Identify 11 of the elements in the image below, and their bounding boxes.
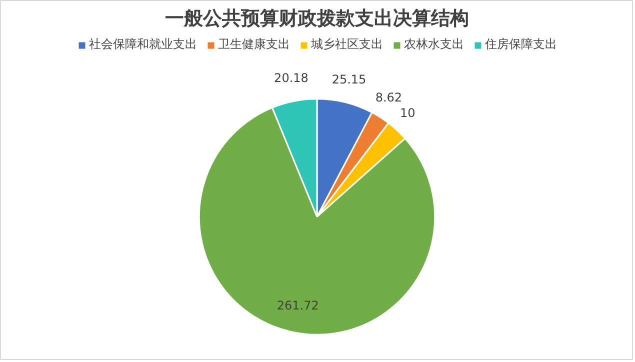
legend-label: 卫生健康支出 (218, 36, 290, 53)
legend-label: 社会保障和就业支出 (89, 36, 197, 53)
data-label: 10 (400, 106, 416, 120)
legend-label: 农林水支出 (404, 36, 464, 53)
legend-label: 住房保障支出 (485, 36, 557, 53)
legend-label: 城乡社区支出 (311, 36, 383, 53)
data-label: 25.15 (332, 72, 366, 86)
data-label: 261.72 (276, 298, 319, 312)
data-label: 20.18 (274, 70, 308, 85)
chart-title: 一般公共预算财政拨款支出决算结构 (165, 8, 469, 30)
data-label: 8.62 (375, 90, 402, 105)
